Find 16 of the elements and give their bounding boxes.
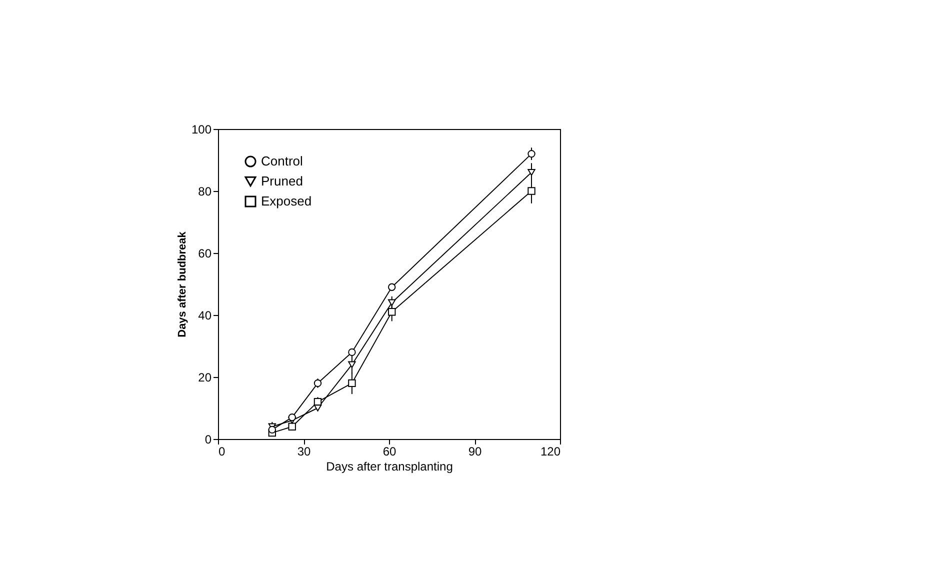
- x-tick-label: 60: [382, 444, 396, 458]
- legend-label: Control: [261, 154, 304, 168]
- y-tick-label: 40: [198, 308, 212, 322]
- y-tick-label: 80: [198, 184, 212, 198]
- y-tick-label: 100: [191, 122, 212, 136]
- y-axis-title: Days after budbreak: [176, 230, 188, 338]
- x-tick-label: 30: [297, 444, 311, 458]
- y-tick-label: 0: [204, 432, 212, 446]
- x-tick-label: 0: [218, 444, 226, 458]
- x-tick-label: 120: [540, 444, 561, 458]
- x-tick-label: 90: [468, 444, 482, 458]
- y-tick-label: 60: [198, 246, 212, 260]
- legend-label: Exposed: [261, 194, 312, 208]
- x-axis-title: Days after transplanting: [326, 460, 453, 474]
- y-tick-label: 20: [198, 370, 212, 384]
- legend-label: Pruned: [261, 174, 303, 188]
